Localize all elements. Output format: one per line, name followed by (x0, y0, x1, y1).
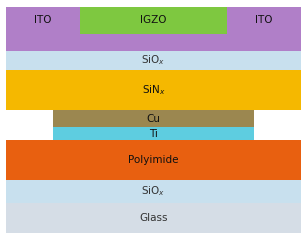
Text: Glass: Glass (139, 213, 168, 223)
Bar (6, 70, 301, 110)
Text: Polyimide: Polyimide (128, 155, 179, 165)
Bar (227, 7, 301, 33)
Text: ITO: ITO (255, 15, 273, 25)
Bar (6, 180, 301, 203)
Bar (6, 203, 301, 233)
Bar (80, 7, 227, 33)
Text: SiN$_x$: SiN$_x$ (142, 83, 165, 97)
Bar (6, 33, 301, 51)
Text: SiO$_x$: SiO$_x$ (142, 54, 165, 67)
Bar (6, 7, 80, 33)
Text: IGZO: IGZO (140, 15, 167, 25)
Text: ITO: ITO (34, 15, 52, 25)
Text: SiO$_x$: SiO$_x$ (142, 185, 165, 198)
Text: Cu: Cu (146, 114, 161, 124)
Text: Ti: Ti (149, 129, 158, 139)
Bar (6, 51, 301, 70)
Bar (53, 110, 254, 127)
Bar (53, 127, 254, 140)
Bar (6, 140, 301, 180)
